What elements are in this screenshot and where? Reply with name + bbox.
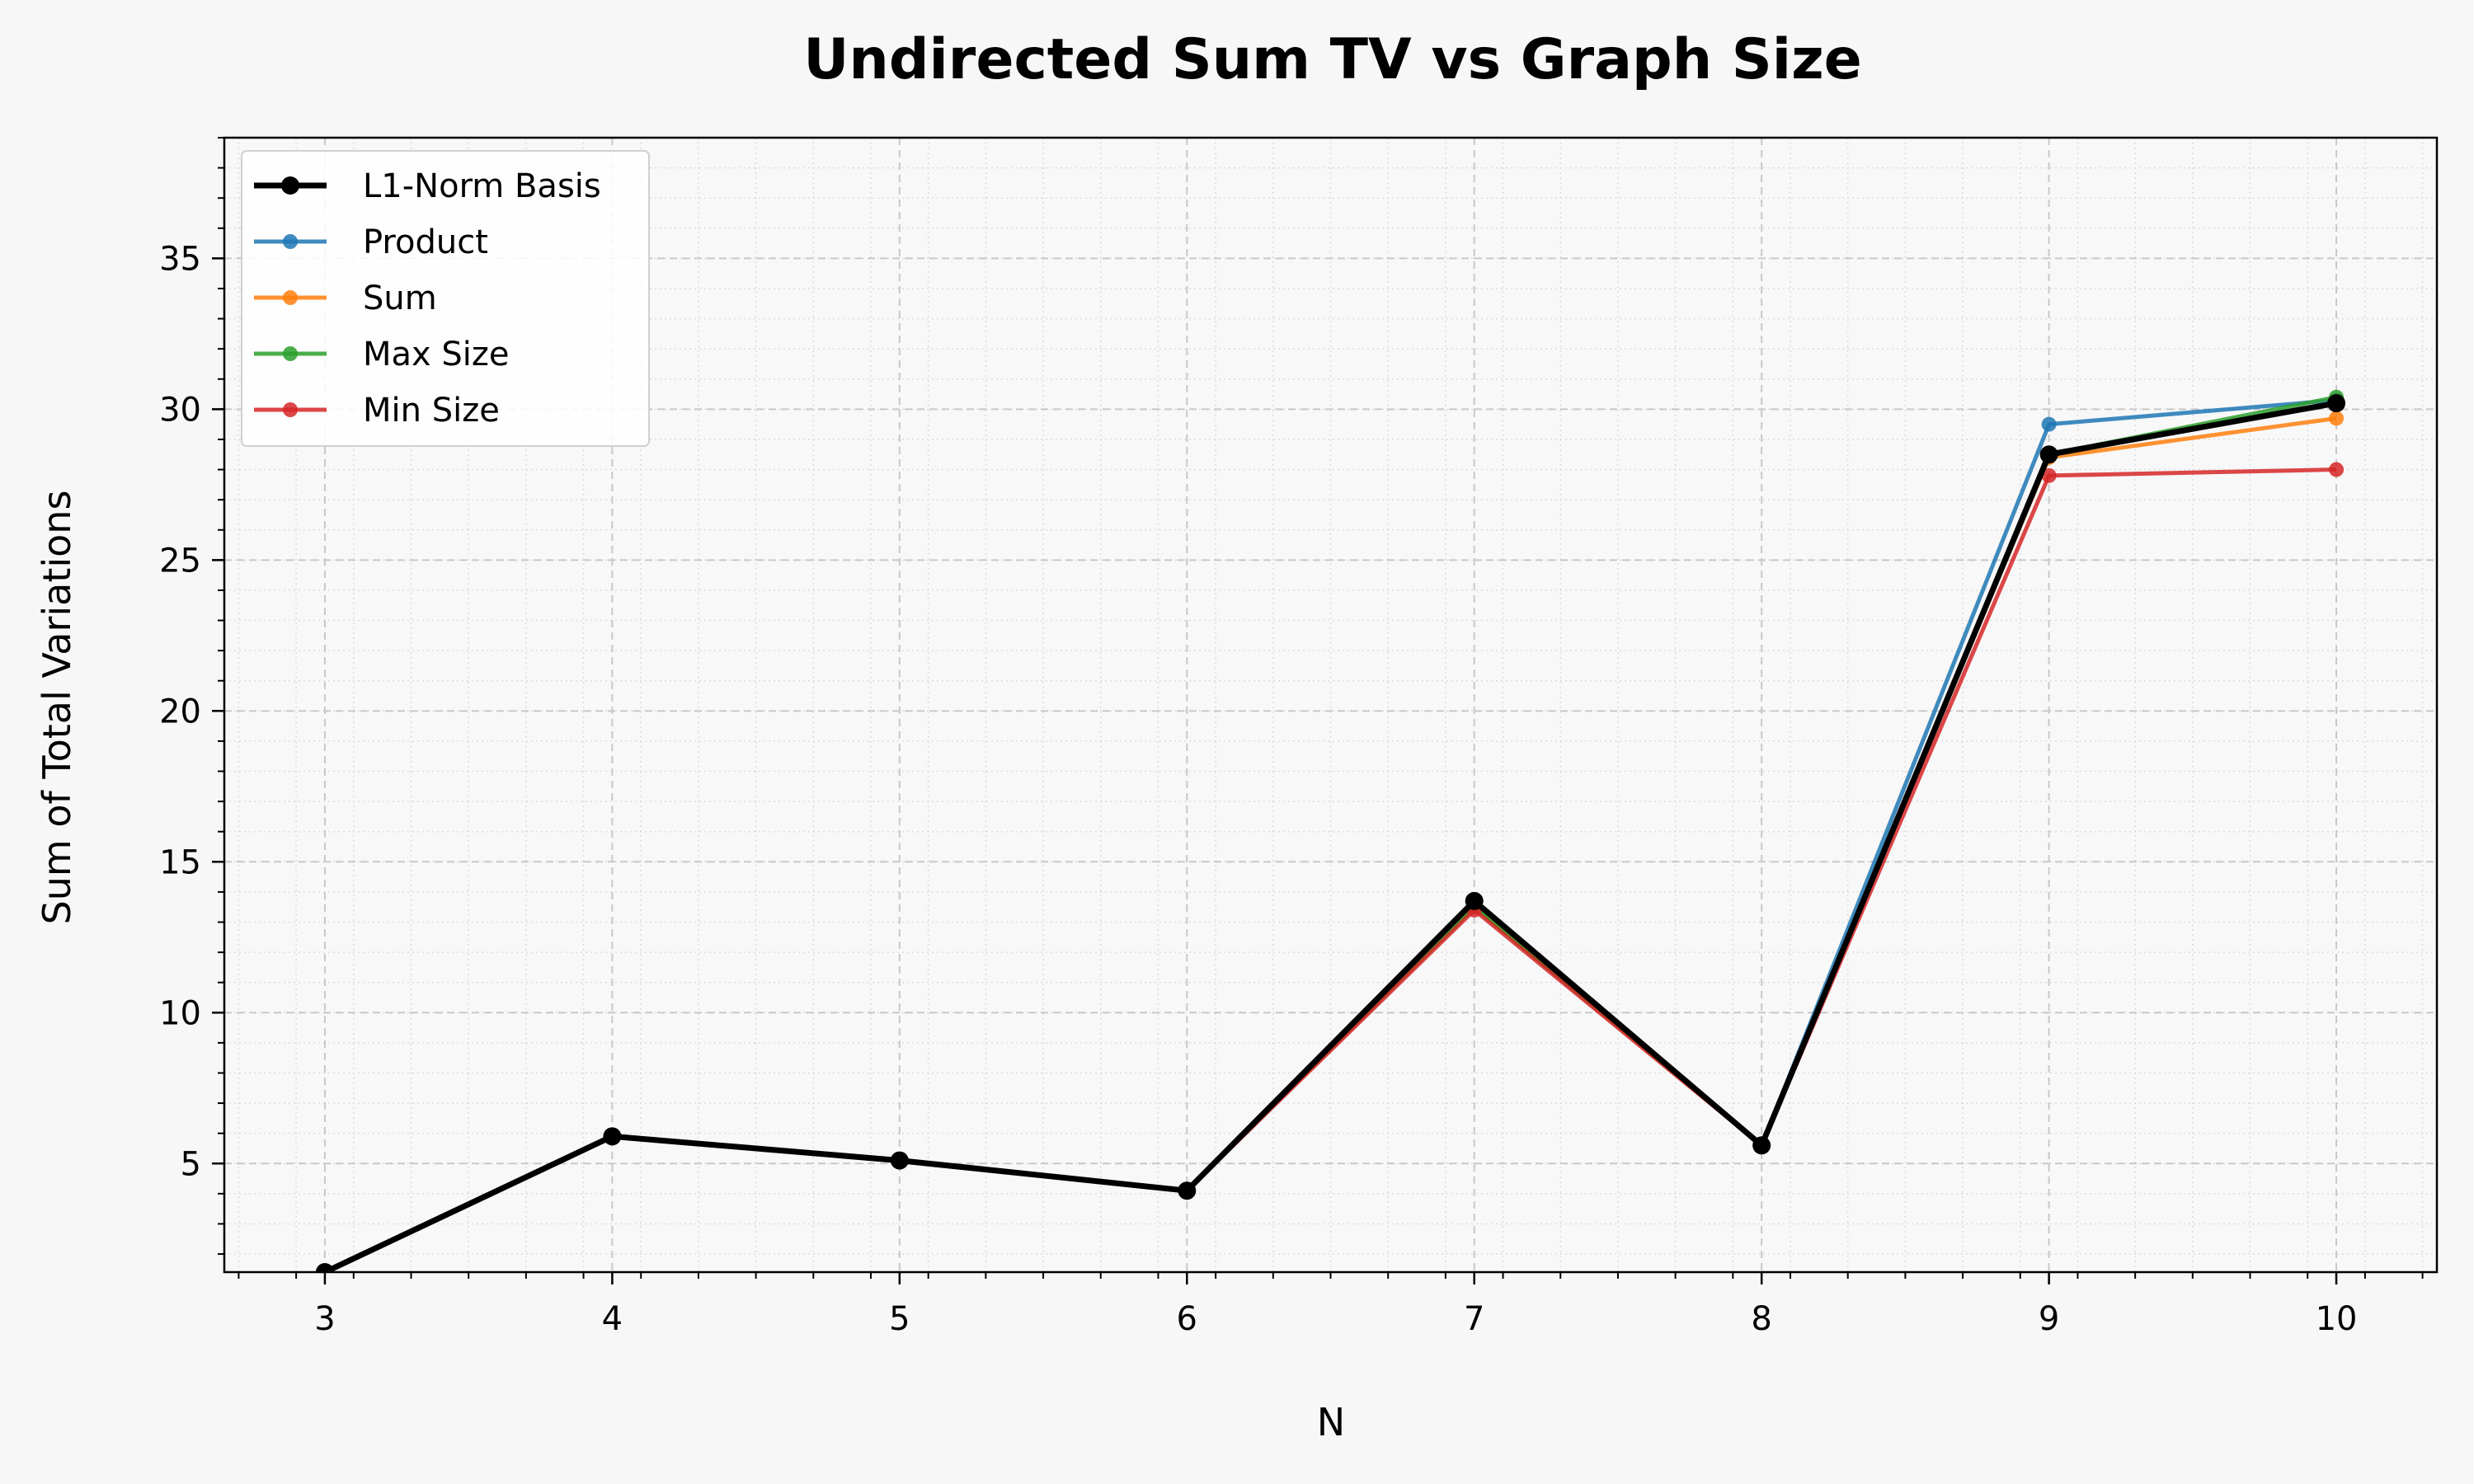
series-line-l1-norm-basis [323, 400, 2337, 1272]
legend-marker-max-size [283, 346, 298, 361]
legend-label-sum: Sum [363, 279, 437, 317]
data-point-min-size [2329, 462, 2345, 477]
y-tick-label: 15 [159, 843, 201, 881]
data-point-product [2041, 416, 2057, 432]
data-point-l1-norm-basis [1178, 1181, 1197, 1200]
x-tick-label: 3 [314, 1300, 335, 1338]
legend-marker-l1-norm-basis [281, 176, 299, 195]
data-point-sum [2329, 411, 2345, 426]
data-point-l1-norm-basis [603, 1127, 622, 1146]
x-axis-label: N [1317, 1400, 1345, 1444]
x-tick-label: 5 [889, 1300, 910, 1338]
legend-label-max-size: Max Size [363, 336, 510, 373]
legend: L1-Norm Basis Product Sum Max Size Min Size [241, 150, 650, 447]
y-tick-label: 25 [159, 542, 201, 580]
y-tick-label: 35 [159, 240, 201, 278]
data-point-l1-norm-basis [890, 1151, 909, 1170]
x-tick-label: 6 [1177, 1300, 1197, 1338]
data-point-min-size [2041, 467, 2057, 483]
data-point-l1-norm-basis [2039, 445, 2058, 464]
chart-title: Undirected Sum TV vs Graph Size [803, 27, 1862, 92]
y-axis-label: Sum of Total Variations [35, 491, 79, 925]
legend-label-l1-norm-basis: L1-Norm Basis [363, 167, 601, 205]
x-tick-label: 4 [602, 1300, 623, 1338]
data-point-l1-norm-basis [315, 1263, 334, 1272]
legend-marker-min-size [283, 402, 298, 417]
x-axis: 3 4 5 6 7 8 9 10 [238, 1272, 2424, 1338]
series-group [315, 389, 2346, 1272]
legend-box [241, 150, 650, 447]
y-tick-label: 5 [181, 1145, 201, 1183]
data-point-l1-norm-basis [1465, 891, 1484, 910]
y-axis: 5 10 15 20 25 30 35 [159, 137, 224, 1256]
y-tick-label: 10 [159, 994, 201, 1032]
legend-label-min-size: Min Size [363, 392, 500, 430]
legend-marker-product [283, 234, 298, 249]
legend-marker-sum [283, 290, 298, 305]
x-tick-label: 8 [1751, 1300, 1771, 1338]
data-point-l1-norm-basis [2327, 394, 2346, 413]
x-tick-label: 9 [2039, 1300, 2059, 1338]
y-tick-label: 20 [159, 693, 201, 730]
x-tick-label: 7 [1464, 1300, 1484, 1338]
data-point-l1-norm-basis [1752, 1136, 1771, 1155]
legend-label-product: Product [363, 223, 488, 261]
y-tick-label: 30 [159, 391, 201, 429]
x-tick-label: 10 [2316, 1300, 2358, 1338]
major-grid [224, 138, 2437, 1272]
